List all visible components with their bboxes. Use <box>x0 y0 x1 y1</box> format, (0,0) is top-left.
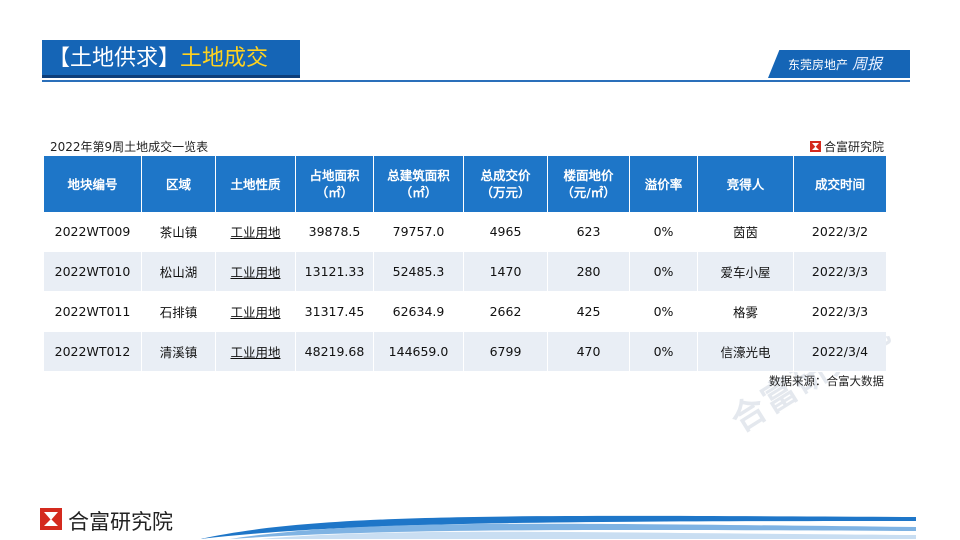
table-cell: 52485.3 <box>374 252 464 292</box>
table-cell: 工业用地 <box>216 212 296 252</box>
table-cell: 79757.0 <box>374 212 464 252</box>
table-cell: 2022/3/3 <box>794 292 886 332</box>
column-header: 占地面积 （㎡） <box>296 156 374 212</box>
table-cell: 工业用地 <box>216 292 296 332</box>
table-cell: 0% <box>630 332 698 372</box>
table-cell: 31317.45 <box>296 292 374 332</box>
table-cell: 2662 <box>464 292 548 332</box>
table-cell: 0% <box>630 212 698 252</box>
table-cell: 0% <box>630 292 698 332</box>
table-cell: 石排镇 <box>142 292 216 332</box>
table-cell: 2022/3/3 <box>794 252 886 292</box>
brand-script: 周报 <box>852 55 883 73</box>
header-divider <box>42 80 910 82</box>
table-cell: 2022/3/2 <box>794 212 886 252</box>
table-cell: 4965 <box>464 212 548 252</box>
table-cell: 280 <box>548 252 630 292</box>
table-cell: 松山湖 <box>142 252 216 292</box>
table-row: 2022WT009 茶山镇 工业用地 39878.5 79757.0 4965 623 0% 茵… <box>44 212 886 252</box>
table-cell: 茶山镇 <box>142 212 216 252</box>
table-cell: 2022/3/4 <box>794 332 886 372</box>
table-cell: 茵茵 <box>698 212 794 252</box>
table-cell: 62634.9 <box>374 292 464 332</box>
table-cell: 2022WT009 <box>44 212 142 252</box>
column-header: 地块编号 <box>44 156 142 212</box>
column-header: 总建筑面积 （㎡） <box>374 156 464 212</box>
table-cell: 2022WT011 <box>44 292 142 332</box>
column-header: 区域 <box>142 156 216 212</box>
column-header: 溢价率 <box>630 156 698 212</box>
brand-tag: 东莞房地产 周报 <box>768 50 910 78</box>
column-header: 竞得人 <box>698 156 794 212</box>
table-cell: 425 <box>548 292 630 332</box>
title-highlight-text: 土地成交 <box>180 46 269 71</box>
land-transactions-table: 地块编号 区域 土地性质 占地面积 （㎡） 总建筑面积 （㎡） 总成交价 （万元） 楼面地价 （元/… <box>44 156 886 372</box>
hopefluent-logo-icon <box>809 141 821 152</box>
table-cell: 0% <box>630 252 698 292</box>
data-source-note: 数据来源：合富大数据 <box>769 374 884 388</box>
column-header: 土地性质 <box>216 156 296 212</box>
table-cell: 39878.5 <box>296 212 374 252</box>
column-header: 总成交价 （万元） <box>464 156 548 212</box>
table-row: 2022WT011 石排镇 工业用地 31317.45 62634.9 2662 425 0%… <box>44 292 886 332</box>
table-cell: 爱车小屋 <box>698 252 794 292</box>
table-cell: 1470 <box>464 252 548 292</box>
table-caption: 2022年第9周土地成交一览表 <box>50 140 209 154</box>
column-header: 楼面地价 （元/㎡） <box>548 156 630 212</box>
page-title: 【土地供求】土地成交 <box>42 40 300 78</box>
table-cell: 工业用地 <box>216 332 296 372</box>
footer-logo-icon <box>40 507 62 535</box>
table-cell: 6799 <box>464 332 548 372</box>
table-cell: 623 <box>548 212 630 252</box>
title-bracket-text: 【土地供求】 <box>48 46 181 71</box>
table-cell: 13121.33 <box>296 252 374 292</box>
table-cell: 48219.68 <box>296 332 374 372</box>
corner-logo: 合富研究院 <box>809 138 884 155</box>
footer-logo: 合富研究院 <box>40 506 173 536</box>
corner-logo-text: 合富研究院 <box>823 140 884 154</box>
table-cell: 格雾 <box>698 292 794 332</box>
table-header-row: 地块编号 区域 土地性质 占地面积 （㎡） 总建筑面积 （㎡） 总成交价 （万元） 楼面地价 （元/… <box>44 156 886 212</box>
table-cell: 清溪镇 <box>142 332 216 372</box>
table-row: 2022WT012 清溪镇 工业用地 48219.68 144659.0 6799 470 0… <box>44 332 886 372</box>
table-cell: 2022WT010 <box>44 252 142 292</box>
table-cell: 470 <box>548 332 630 372</box>
column-header: 成交时间 <box>794 156 886 212</box>
table-cell: 工业用地 <box>216 252 296 292</box>
table-body: 2022WT009 茶山镇 工业用地 39878.5 79757.0 4965 623 0% 茵… <box>44 212 886 372</box>
table-cell: 信濠光电 <box>698 332 794 372</box>
table-cell: 144659.0 <box>374 332 464 372</box>
table-cell: 2022WT012 <box>44 332 142 372</box>
footer-swoosh <box>200 515 916 539</box>
table-row: 2022WT010 松山湖 工业用地 13121.33 52485.3 1470 280 0%… <box>44 252 886 292</box>
footer-logo-text: 合富研究院 <box>68 510 173 534</box>
brand-label: 东莞房地产 <box>788 58 849 72</box>
